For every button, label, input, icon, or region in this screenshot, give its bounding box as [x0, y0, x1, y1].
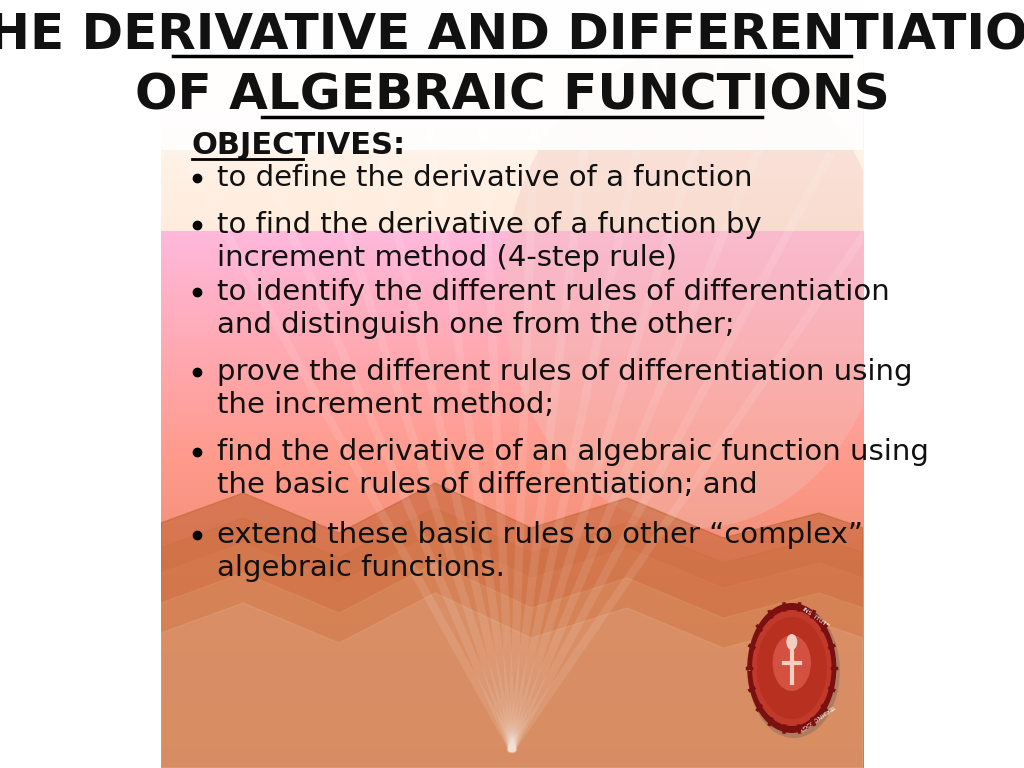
Text: o: o	[748, 666, 753, 670]
Text: increment method (4-step rule): increment method (4-step rule)	[217, 244, 677, 272]
Text: and distinguish one from the other;: and distinguish one from the other;	[217, 311, 735, 339]
Text: to identify the different rules of differentiation: to identify the different rules of diffe…	[217, 278, 890, 306]
Text: THE DERIVATIVE AND DIFFERENTIATION: THE DERIVATIVE AND DIFFERENTIATION	[0, 11, 1024, 59]
Polygon shape	[161, 533, 863, 768]
Circle shape	[757, 617, 826, 719]
Circle shape	[786, 634, 798, 650]
Text: the basic rules of differentiation; and: the basic rules of differentiation; and	[217, 471, 758, 499]
Text: extend these basic rules to other “complex”: extend these basic rules to other “compl…	[217, 521, 863, 549]
Text: TECHNOLOGY: TECHNOLOGY	[797, 703, 835, 733]
Polygon shape	[161, 483, 863, 768]
Polygon shape	[161, 563, 863, 768]
Text: OF ALGEBRAIC FUNCTIONS: OF ALGEBRAIC FUNCTIONS	[134, 72, 890, 120]
Text: OBJECTIVES:: OBJECTIVES:	[191, 131, 406, 161]
Text: the increment method;: the increment method;	[217, 391, 554, 419]
Text: find the derivative of an algebraic function using: find the derivative of an algebraic func…	[217, 438, 929, 466]
Text: to define the derivative of a function: to define the derivative of a function	[217, 164, 753, 192]
Circle shape	[752, 610, 831, 726]
Bar	[161, 0, 863, 150]
Text: prove the different rules of differentiation using: prove the different rules of differentia…	[217, 358, 912, 386]
Text: algebraic functions.: algebraic functions.	[217, 554, 505, 582]
Ellipse shape	[504, 48, 888, 528]
Polygon shape	[161, 593, 863, 768]
Circle shape	[772, 635, 811, 691]
Circle shape	[748, 604, 840, 738]
Polygon shape	[161, 508, 863, 768]
Circle shape	[748, 603, 837, 733]
Text: to find the derivative of a function by: to find the derivative of a function by	[217, 211, 762, 239]
Text: INSTITUTE: INSTITUTE	[801, 607, 830, 629]
